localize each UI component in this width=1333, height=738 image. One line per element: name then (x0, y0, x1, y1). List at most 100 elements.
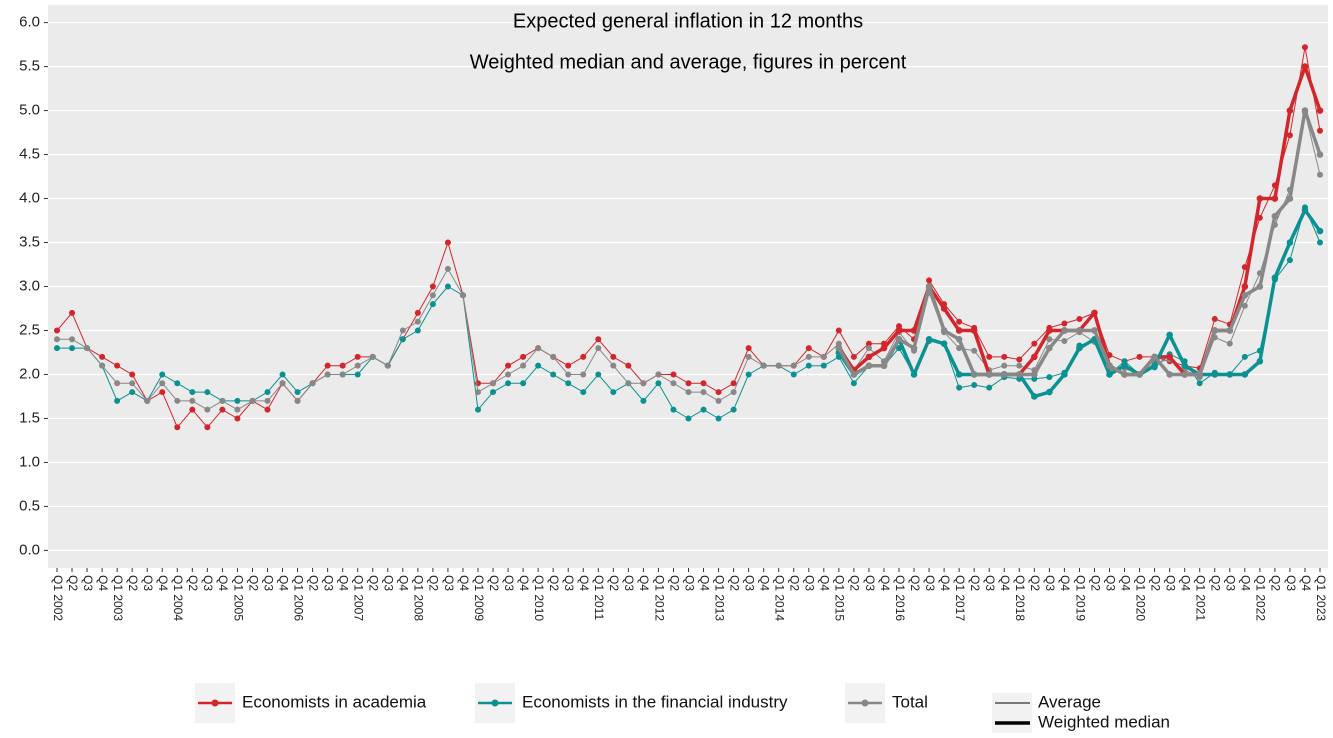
legend-label: Total (892, 692, 928, 711)
x-tick-label: Q1 2007 (352, 575, 366, 621)
data-point (1317, 127, 1323, 134)
data-point (595, 345, 602, 352)
data-point (1106, 371, 1113, 378)
data-point (54, 345, 60, 352)
data-point (69, 336, 76, 343)
data-point (54, 327, 60, 334)
x-tick-label: Q3 (923, 575, 937, 591)
data-point (189, 397, 196, 404)
data-point (730, 406, 737, 413)
x-tick-label: Q4 (276, 575, 290, 591)
data-point (1301, 107, 1309, 114)
x-tick-label: Q2 (126, 575, 140, 591)
data-point (1076, 327, 1083, 334)
data-point (1181, 362, 1188, 369)
data-point (565, 380, 572, 387)
x-tick-label: Q2 (427, 575, 441, 591)
legend-label: Weighted median (1038, 712, 1170, 731)
data-point (1046, 327, 1053, 334)
x-tick-label: Q4 (697, 575, 711, 591)
data-point (399, 336, 406, 343)
data-point (99, 362, 106, 369)
data-point (820, 353, 827, 360)
data-point (971, 347, 978, 354)
x-tick-label: Q2 (547, 575, 561, 591)
data-point (189, 389, 196, 396)
data-point (1136, 371, 1143, 378)
data-point (475, 389, 481, 396)
data-point (69, 309, 76, 316)
data-point (986, 384, 993, 391)
data-point (805, 345, 812, 352)
data-point (1256, 283, 1264, 290)
x-tick-label: Q4 (577, 575, 591, 591)
data-point (640, 380, 647, 387)
x-tick-label: Q4 (216, 575, 230, 591)
data-point (1091, 327, 1098, 334)
x-tick-label: Q3 (1224, 575, 1238, 591)
data-point (475, 406, 481, 413)
data-point (384, 362, 391, 369)
data-point (700, 380, 707, 387)
data-point (685, 415, 692, 422)
x-tick-label: Q2 (667, 575, 681, 591)
x-tick-label: Q1 2004 (171, 575, 185, 621)
data-point (610, 362, 617, 369)
x-tick-label: Q4 (397, 575, 411, 591)
x-tick-label: Q3 (201, 575, 215, 591)
x-tick-label: Q4 (998, 575, 1012, 591)
data-point (926, 277, 933, 284)
data-point (414, 327, 421, 334)
data-point (369, 353, 376, 360)
data-point (865, 345, 872, 352)
data-point (1286, 257, 1293, 264)
data-point (129, 389, 136, 396)
x-tick-label: Q1 2002 (51, 575, 65, 621)
x-tick-label: Q1 2013 (712, 575, 726, 621)
data-point (1061, 320, 1068, 327)
x-tick-label: Q2 (908, 575, 922, 591)
data-point (760, 362, 767, 369)
data-point (1271, 195, 1279, 202)
x-tick-label: Q2 (1209, 575, 1223, 591)
y-tick-label: 2.5 (19, 321, 40, 338)
data-point (279, 380, 286, 387)
data-point (1151, 353, 1158, 361)
data-point (1317, 239, 1323, 246)
data-point (144, 397, 151, 404)
data-point (745, 345, 752, 352)
data-point (1226, 340, 1233, 347)
data-point (850, 371, 858, 378)
data-point (1271, 274, 1279, 282)
data-point (1016, 356, 1023, 363)
x-tick-label: Q3 (983, 575, 997, 591)
x-tick-label: Q1 2006 (291, 575, 305, 621)
data-point (1301, 44, 1308, 51)
x-tick-label: Q2 (1148, 575, 1162, 591)
data-point (1241, 291, 1249, 299)
data-point (204, 424, 211, 431)
x-tick-label: Q1 2005 (231, 575, 245, 621)
data-point (985, 371, 993, 378)
x-tick-label: Q4 (878, 575, 892, 591)
x-tick-label: Q3 (141, 575, 155, 591)
x-tick-label: Q4 (637, 575, 651, 591)
data-point (1016, 362, 1023, 369)
data-point (730, 389, 737, 396)
x-tick-label: Q4 (156, 575, 170, 591)
x-tick-label: Q2 (968, 575, 982, 591)
data-point (1241, 371, 1249, 378)
y-tick-label: 0.5 (19, 497, 40, 514)
data-point (715, 389, 722, 396)
data-point (955, 335, 963, 343)
data-point (1301, 206, 1309, 214)
data-point (805, 362, 812, 369)
x-tick-label: Q2 (1088, 575, 1102, 591)
data-point (189, 406, 196, 413)
data-point (1286, 132, 1293, 139)
data-point (1000, 371, 1008, 378)
data-point (535, 345, 542, 352)
data-point (1226, 327, 1234, 334)
chart-title: Expected general inflation in 12 months (513, 10, 863, 32)
data-point (685, 380, 692, 387)
